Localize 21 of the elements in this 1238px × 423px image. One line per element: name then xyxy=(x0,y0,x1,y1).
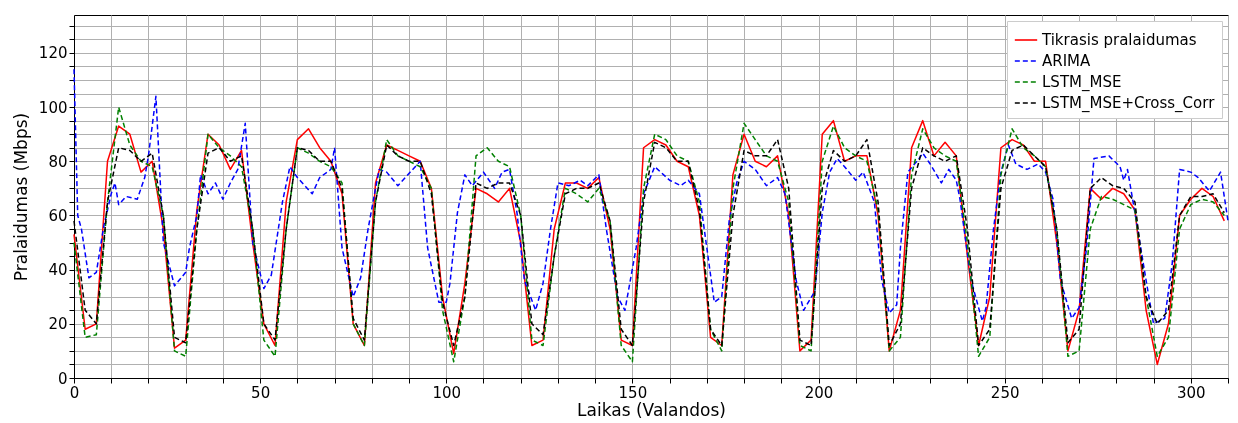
x-tick-label: 300 xyxy=(1176,383,1206,402)
line-series xyxy=(73,68,1229,325)
x-tick-label: 100 xyxy=(432,383,462,402)
x-tick-label: 250 xyxy=(990,383,1020,402)
y-tick-label: 120 xyxy=(38,44,68,63)
x-axis-title: Laikas (Valandos) xyxy=(577,399,726,420)
x-tick-label: 50 xyxy=(251,383,271,402)
y-tick-label: 80 xyxy=(48,152,68,171)
x-tick-label: 150 xyxy=(618,383,648,402)
x-tick-label: 200 xyxy=(804,383,834,402)
legend-label: LSTM_MSE+Cross_Corr xyxy=(1042,94,1216,113)
y-tick-label: 60 xyxy=(48,206,68,225)
legend-label: ARIMA xyxy=(1042,52,1092,70)
y-tick-label: 100 xyxy=(38,98,68,117)
y-tick-label: 40 xyxy=(48,261,68,280)
y-axis-title: Pralaidumas (Mbps) xyxy=(10,112,31,282)
legend-label: LSTM_MSE xyxy=(1042,73,1122,92)
x-tick-label: 0 xyxy=(69,383,80,402)
legend-label: Tikrasis pralaidumas xyxy=(1041,31,1197,49)
y-tick-label: 0 xyxy=(57,369,68,388)
y-tick-label: 20 xyxy=(48,315,68,334)
